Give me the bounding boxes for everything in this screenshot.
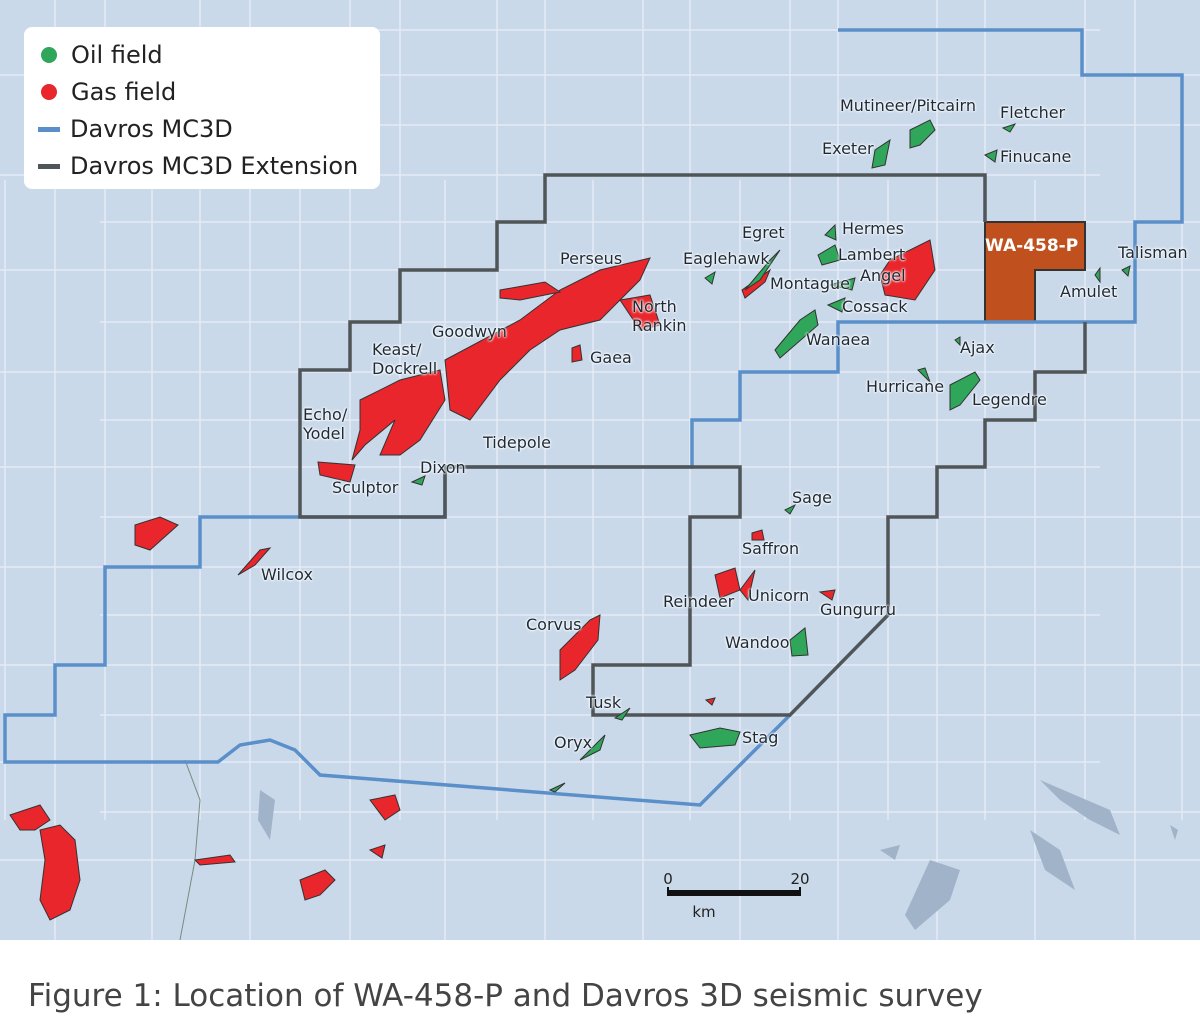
- davros-mc3d-extension-outline: [298, 173, 1087, 717]
- field-label: Oryx: [554, 733, 593, 752]
- field-label: Fletcher: [1000, 103, 1066, 122]
- field-label: Lambert: [838, 245, 906, 264]
- field-label: Reindeer: [663, 592, 735, 611]
- field-label: Gaea: [590, 348, 632, 367]
- field-label: Wanaea: [806, 330, 871, 349]
- field-label: Egret: [742, 223, 785, 242]
- field-label: Amulet: [1060, 282, 1118, 301]
- field-label: Echo/ Yodel: [303, 405, 348, 443]
- field-label: Corvus: [526, 615, 582, 634]
- field-label: Legendre: [972, 390, 1047, 409]
- field-label: Unicorn: [748, 586, 810, 605]
- legend-label: Davros MC3D Extension: [70, 152, 359, 180]
- scale-unit: km: [692, 903, 715, 921]
- field-label: Saffron: [742, 539, 800, 558]
- legend-symbol: [41, 84, 57, 100]
- field-label: Eaglehawk: [683, 249, 770, 268]
- field-label: Finucane: [1000, 147, 1072, 166]
- field-label: Tusk: [586, 693, 622, 712]
- legend-label: Davros MC3D: [70, 115, 233, 143]
- field-label: Wilcox: [261, 565, 313, 584]
- field-label: Exeter: [822, 139, 874, 158]
- field-label: Keast/ Dockrell: [372, 340, 438, 378]
- legend-symbol: [38, 126, 60, 132]
- legend-symbol: [38, 163, 60, 169]
- field-label: Goodwyn: [432, 322, 507, 341]
- scale-bar: 0 20 km: [663, 870, 809, 921]
- field-label: Ajax: [960, 338, 995, 357]
- legend-item: Gas field: [38, 74, 176, 110]
- field-label: Hurricane: [866, 377, 945, 396]
- field-label: Mutineer/Pitcairn: [840, 96, 976, 115]
- field-label: Hermes: [842, 219, 904, 238]
- field-label: Stag: [742, 728, 779, 747]
- field-label: Dixon: [420, 458, 466, 477]
- scale-tick-label: 0: [663, 870, 673, 888]
- field-label: Tidepole: [483, 433, 551, 452]
- block-label: WA-458-P: [985, 236, 1079, 256]
- legend-item: Oil field: [38, 37, 163, 73]
- field-label: Sculptor: [332, 478, 399, 497]
- caption: Figure 1: Location of WA-458-P and Davro…: [28, 978, 983, 1014]
- field-label: Montague: [770, 274, 850, 293]
- field-label: Talisman: [1118, 243, 1188, 262]
- field-label: Cossack: [842, 297, 908, 316]
- legend-item: Davros MC3D Extension: [38, 148, 358, 184]
- scale-tick-label: 20: [790, 870, 809, 888]
- field-label: Sage: [792, 488, 832, 507]
- field-label: Perseus: [560, 249, 623, 268]
- legend-item: Davros MC3D: [38, 111, 233, 147]
- coastline: [179, 759, 201, 940]
- field-label: Wandoo: [725, 633, 790, 652]
- field-label: North Rankin: [632, 297, 687, 335]
- scale-bar-line: [668, 890, 800, 896]
- legend: Oil field Gas field Davros MC3D Davros MC3D…: [24, 27, 380, 189]
- islands: [258, 780, 1178, 930]
- legend-label: Oil field: [71, 41, 163, 69]
- gas-fields: [9, 239, 936, 921]
- field-label: Angel: [860, 266, 906, 285]
- oil-fields: [410, 119, 1131, 793]
- legend-symbol: [41, 47, 57, 63]
- field-label: Gungurru: [820, 600, 896, 619]
- legend-label: Gas field: [71, 78, 177, 106]
